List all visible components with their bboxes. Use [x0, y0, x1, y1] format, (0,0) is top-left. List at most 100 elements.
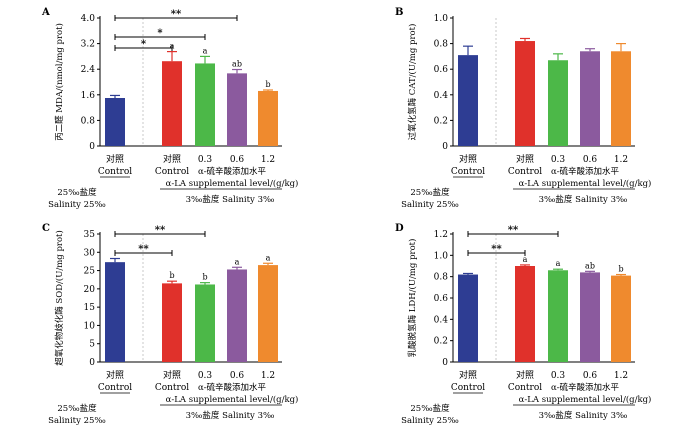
bar-2	[162, 283, 182, 362]
bar-1	[458, 274, 478, 362]
y-axis-title: 乳酸脱氢酶 LDH/(U/mg prot)	[407, 239, 418, 358]
panel-label: C	[42, 223, 50, 234]
supplement-label-en: α-LA supplemental level/(g/kg)	[166, 394, 299, 405]
panel-label: B	[395, 7, 403, 18]
bar-2	[162, 61, 182, 147]
bar-3	[548, 270, 568, 362]
y-axis-title: 过氧化氢酶 CAT/(U/mg prot)	[407, 24, 418, 141]
supplement-label-cn: α-硫辛酸添加水平	[198, 382, 267, 393]
category-label: 0.3	[551, 155, 566, 165]
supplement-label-en: α-LA supplemental level/(g/kg)	[166, 178, 299, 189]
bar-3	[195, 284, 215, 362]
supplement-label-en: α-LA supplemental level/(g/kg)	[519, 178, 652, 189]
category-label: Control	[508, 383, 542, 393]
category-label: 0.3	[198, 371, 213, 381]
y-tick-label: 0.4	[434, 315, 449, 325]
salinity-3-label: 3‰盐度 Salinity 3‰	[539, 410, 628, 421]
y-tick-label: 0.8	[434, 273, 449, 283]
y-tick-label: 35	[84, 230, 96, 240]
bar-4	[227, 269, 247, 362]
y-tick-label: 0.6	[434, 65, 449, 75]
y-tick-label: 1.6	[81, 91, 96, 101]
significance-letter: a	[203, 46, 208, 55]
comparison-label: *	[141, 39, 147, 50]
significance-letter: a	[556, 259, 561, 268]
category-label: 0.6	[583, 155, 598, 165]
comparison-label: **	[155, 225, 166, 236]
category-label: 1.2	[261, 155, 275, 165]
supplement-label-en: α-LA supplemental level/(g/kg)	[519, 394, 652, 405]
category-label: 0.6	[230, 155, 245, 165]
supplement-label-cn: α-硫辛酸添加水平	[551, 382, 620, 393]
significance-letter: ab	[585, 261, 595, 270]
category-label: 0.3	[551, 371, 566, 381]
category-label: 0.6	[230, 371, 245, 381]
bar-2	[515, 41, 535, 146]
chart-panel-b: B 0 0.2 0.4 0.6 0.8 1.0 过氧化氢酶 CAT/(U/mg prot) 对照…	[395, 7, 651, 210]
salinity-3-label: 3‰盐度 Salinity 3‰	[186, 410, 275, 421]
bar-1	[105, 98, 125, 146]
y-tick-label: 0.8	[434, 40, 449, 50]
y-tick-label: 25	[84, 267, 96, 277]
category-label: 0.3	[198, 155, 213, 165]
y-tick-label: 10	[84, 321, 96, 331]
category-label: 对照	[459, 153, 477, 165]
bar-5	[258, 265, 278, 362]
comparison-label: **	[138, 244, 149, 255]
significance-letter: b	[169, 271, 174, 280]
salinity-25-cn: 25‰盐度	[57, 403, 97, 414]
y-tick-label: 0.8	[81, 116, 96, 126]
category-label: 1.2	[261, 371, 275, 381]
y-tick-label: 3.2	[81, 40, 95, 50]
supplement-label-cn: α-硫辛酸添加水平	[551, 166, 620, 177]
y-tick-label: 0.2	[434, 337, 448, 347]
category-label: 对照	[516, 369, 534, 381]
bar-5	[611, 51, 631, 146]
bar-2	[515, 266, 535, 362]
y-tick-label: 4.0	[81, 14, 96, 24]
supplement-label-cn: α-硫辛酸添加水平	[198, 166, 267, 177]
chart-panel-d: D 0 0.2 0.4 0.6 0.8 1.0 1.2 乳酸脱氢酶 LDH/(U/mg prot…	[395, 223, 651, 426]
bar-5	[611, 275, 631, 362]
category-label: Control	[98, 383, 132, 393]
bar-1	[105, 262, 125, 362]
salinity-25-en: Salinity 25‰	[48, 416, 106, 426]
salinity-25-en: Salinity 25‰	[401, 200, 459, 210]
comparison-label: **	[508, 225, 519, 236]
category-label: 1.2	[614, 155, 628, 165]
bar-4	[580, 272, 600, 362]
y-tick-label: 0	[442, 142, 448, 152]
salinity-3-label: 3‰盐度 Salinity 3‰	[539, 194, 628, 205]
category-label: 对照	[163, 369, 181, 381]
category-label: 对照	[106, 369, 124, 381]
category-label: Control	[98, 167, 132, 177]
significance-letter: b	[618, 265, 623, 274]
bar-4	[580, 51, 600, 146]
panel-label: A	[41, 7, 50, 18]
category-label: Control	[508, 167, 542, 177]
y-axis-title: 超氧化物歧化酶 SOD/(U/mg prot)	[54, 230, 65, 366]
y-tick-label: 1.2	[434, 230, 448, 240]
y-tick-label: 0.2	[434, 116, 448, 126]
salinity-25-cn: 25‰盐度	[410, 403, 450, 414]
bar-3	[548, 60, 568, 146]
y-tick-label: 2.4	[81, 65, 96, 75]
y-tick-label: 30	[84, 248, 96, 258]
salinity-25-cn: 25‰盐度	[57, 187, 97, 198]
category-label: Control	[155, 167, 189, 177]
category-label: 对照	[106, 153, 124, 165]
y-tick-label: 0.6	[434, 294, 449, 304]
salinity-25-en: Salinity 25‰	[401, 416, 459, 426]
y-tick-label: 1.0	[434, 251, 449, 261]
y-tick-label: 1.0	[434, 14, 449, 24]
salinity-25-cn: 25‰盐度	[410, 187, 450, 198]
category-label: Control	[155, 383, 189, 393]
salinity-3-label: 3‰盐度 Salinity 3‰	[186, 194, 275, 205]
chart-panel-a: A 0 0.8 1.6 2.4 3.2 4.0 丙二醛 MDA/(nmol/mg prot) a…	[41, 7, 298, 210]
y-tick-label: 0	[89, 142, 95, 152]
significance-letter: b	[202, 273, 207, 282]
salinity-25-en: Salinity 25‰	[48, 200, 106, 210]
panel-label: D	[395, 223, 404, 234]
bar-3	[195, 63, 215, 146]
